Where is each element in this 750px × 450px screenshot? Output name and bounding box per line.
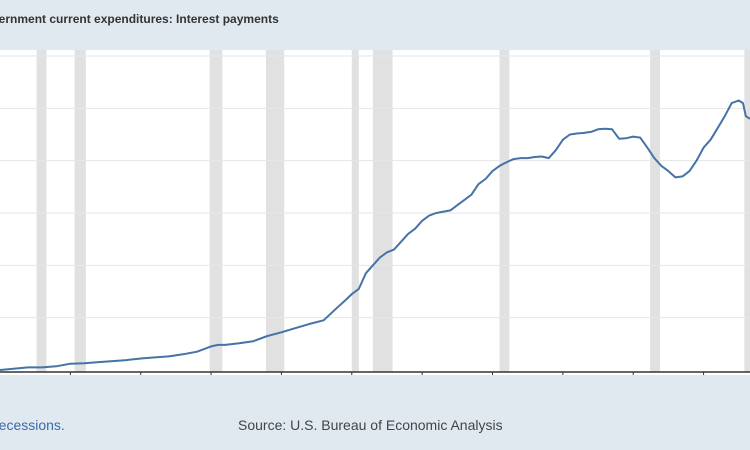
- gridlines: [0, 55, 750, 319]
- recession-band-5: [372, 50, 393, 372]
- recession-band-0: [36, 50, 47, 372]
- recession-band-7: [650, 50, 660, 372]
- recession-bands: [36, 50, 750, 372]
- recession-band-8: [744, 50, 750, 372]
- recession-band-2: [209, 50, 223, 372]
- chart-plot-area: 1960196519701975198019851990199520002005: [0, 50, 750, 375]
- recession-band-3: [265, 50, 285, 372]
- x-axis-ticks: 1960196519701975198019851990199520002005: [69, 372, 705, 375]
- recession-band-6: [499, 50, 510, 372]
- recession-band-1: [74, 50, 86, 372]
- source-note: Source: U.S. Bureau of Economic Analysis: [238, 417, 503, 433]
- recessions-link[interactable]: recessions.: [0, 417, 65, 433]
- series-line-interest-payments: [0, 99, 750, 371]
- chart-title: vernment current expenditures: Interest …: [0, 12, 279, 26]
- recession-band-4: [351, 50, 359, 372]
